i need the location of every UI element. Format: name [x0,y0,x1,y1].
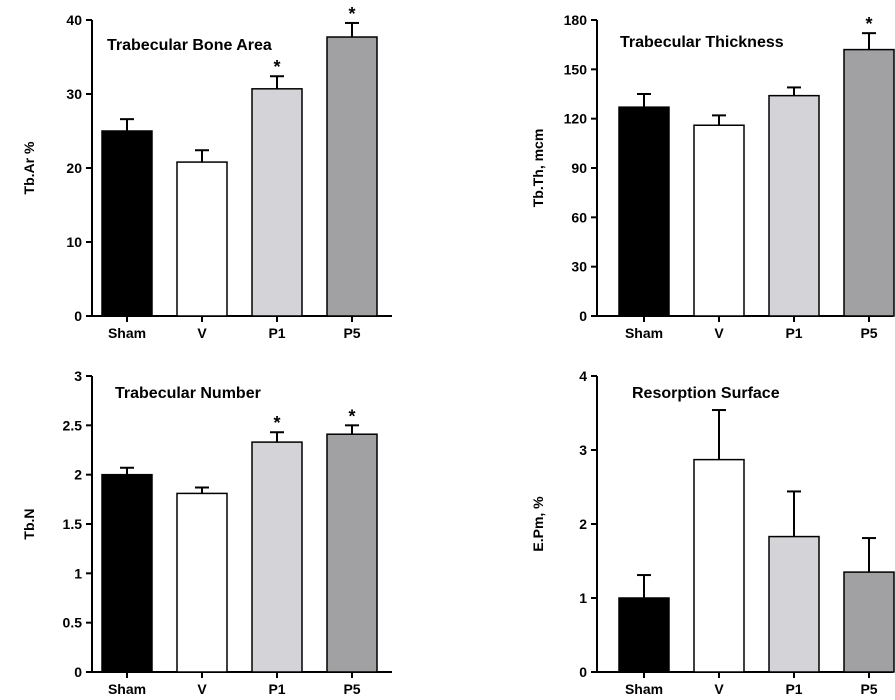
x-tick-label: Sham [108,325,146,341]
y-tick-label: 2 [579,516,587,532]
y-tick-label: 20 [66,160,82,176]
x-tick-label: P1 [268,325,285,341]
bar-p1 [768,94,820,317]
chart-panel-1: Trabecular Thickness Tb.Th, mcm 0 30 60 90 120… [530,12,895,341]
y-tick-label: 30 [66,86,82,102]
y-tick-label: 90 [571,160,587,176]
y-tick-label: 120 [564,111,588,127]
x-tick-label: Sham [625,681,663,697]
x-tick-label: V [197,681,207,697]
y-axis-label: E.Pm, % [530,496,546,552]
y-tick-label: 0 [74,308,82,324]
x-tick-label: P5 [860,325,877,341]
bar-v [693,124,745,317]
y-axis-label: Tb.Ar % [21,141,37,194]
bar-sham [101,473,153,673]
chart-panel-3: Resorption Surface E.Pm, % 0 1 2 3 4 Sham V P1 P5 [530,368,895,697]
bar-v [176,492,228,673]
chart-panel-2: Trabecular Number Tb.N 0 0.5 1 1.5 2 2.5 3 Sham V P… [21,368,392,697]
y-tick-label: 180 [564,12,588,28]
y-tick-label: 150 [564,61,588,77]
chart-title: Trabecular Thickness [620,34,784,51]
x-tick-label: Sham [625,325,663,341]
y-tick-label: 30 [571,259,587,275]
y-axis-label: Tb.Th, mcm [530,129,546,208]
y-tick-label: 0 [579,308,587,324]
significance-marker: * [348,406,355,426]
y-tick-label: 1.5 [63,516,83,532]
chart-title: Trabecular Number [115,385,261,402]
x-tick-label: P5 [860,681,877,697]
bar-p5 [843,48,895,317]
y-tick-label: 3 [74,368,82,384]
significance-marker: * [865,14,872,34]
x-tick-label: V [714,325,724,341]
significance-marker: * [348,4,355,24]
y-tick-label: 0.5 [63,615,83,631]
x-tick-label: Sham [108,681,146,697]
significance-marker: * [273,57,280,77]
bar-p5 [326,433,378,673]
x-tick-label: P5 [343,681,360,697]
bar-v [693,458,745,673]
y-axis-label: Tb.N [21,508,37,539]
y-tick-label: 2 [74,467,82,483]
x-tick-label: V [197,325,207,341]
bar-sham [618,106,670,317]
y-tick-label: 2.5 [63,417,83,433]
x-tick-label: P1 [785,325,802,341]
bar-p5 [843,571,895,673]
bar-v [176,161,228,317]
x-tick-label: P1 [785,681,802,697]
x-tick-label: P5 [343,325,360,341]
bar-p5 [326,36,378,317]
y-tick-label: 0 [74,664,82,680]
chart-panel-0: Trabecular Bone Area Tb.Ar % 0 10 20 30 40 Sham… [21,4,392,341]
bar-p1 [768,535,820,673]
significance-marker: * [273,413,280,433]
y-tick-label: 4 [579,368,587,384]
x-tick-label: P1 [268,681,285,697]
chart-title: Trabecular Bone Area [107,37,272,54]
bar-p1 [251,88,303,317]
y-tick-label: 1 [579,590,587,606]
chart-title: Resorption Surface [632,385,780,402]
y-tick-label: 60 [571,209,587,225]
y-tick-label: 0 [579,664,587,680]
bar-sham [618,597,670,673]
y-tick-label: 1 [74,565,82,581]
y-tick-label: 3 [579,442,587,458]
x-tick-label: V [714,681,724,697]
y-tick-label: 40 [66,12,82,28]
y-tick-label: 10 [66,234,82,250]
bar-p1 [251,441,303,673]
bar-sham [101,130,153,317]
